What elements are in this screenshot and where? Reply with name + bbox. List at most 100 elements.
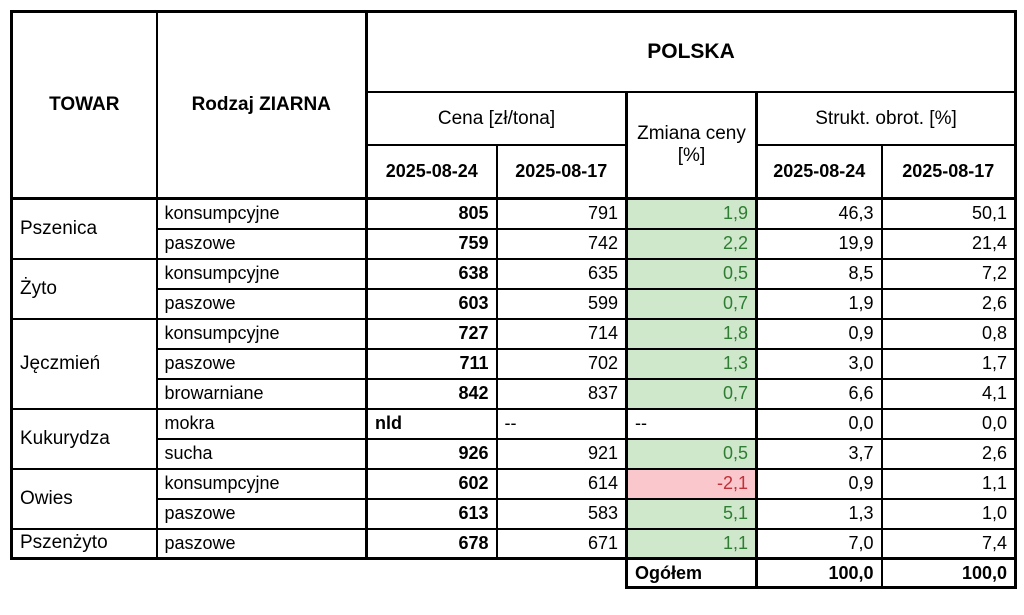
table-row: Kukurydza mokra nld -- -- 0,0 0,0 <box>10 407 1017 470</box>
table-row: Pszenżyto paszowe 678 671 1,1 7,0 7,4 <box>10 527 1017 560</box>
share-current-cell: 0,0 <box>755 407 883 440</box>
price-change-cell: 2,2 <box>625 227 758 260</box>
price-previous-cell: 635 <box>495 257 628 290</box>
price-change-cell: 0,5 <box>625 257 758 290</box>
price-previous-cell: 599 <box>495 287 628 320</box>
table-row: paszowe 603 599 0,7 1,9 2,6 <box>12 287 1017 320</box>
table-row: sucha 926 921 0,5 3,7 2,6 <box>12 437 1017 470</box>
price-change-cell: 0,7 <box>625 287 758 320</box>
price-current-cell: 678 <box>365 527 498 560</box>
share-current-cell: 8,5 <box>755 257 883 290</box>
column-header-rodzaj-ziarna: Rodzaj ZIARNA <box>155 10 368 200</box>
share-current-cell: 1,9 <box>755 287 883 320</box>
table-row: paszowe 613 583 5,1 1,3 1,0 <box>12 497 1017 530</box>
table-row: paszowe 711 702 1,3 3,0 1,7 <box>12 347 1017 380</box>
table-row: browarniane 842 837 0,7 6,6 4,1 <box>12 377 1017 410</box>
rodzaj-cell: paszowe <box>155 287 368 320</box>
share-current-cell: 3,0 <box>755 347 883 380</box>
total-label: Ogółem <box>625 557 758 589</box>
rodzaj-cell: mokra <box>155 407 368 440</box>
column-header-zmiana-ceny: Zmiana ceny [%] <box>625 91 758 200</box>
share-current-cell: 3,7 <box>755 437 883 470</box>
towar-cell: Pszenica <box>10 197 158 260</box>
share-previous-cell: 1,7 <box>880 347 1017 380</box>
grain-price-table: TOWAR Rodzaj ZIARNA POLSKA Cena [zł/tona… <box>10 10 1017 589</box>
price-previous-cell: 714 <box>495 317 628 350</box>
rodzaj-cell: konsumpcyjne <box>155 467 368 500</box>
price-change-cell: 1,9 <box>625 197 758 230</box>
price-previous-cell: 614 <box>495 467 628 500</box>
table-row: Żyto konsumpcyjne 638 635 0,5 8,5 7,2 <box>10 257 1017 320</box>
share-current-cell: 1,3 <box>755 497 883 530</box>
share-previous-cell: 2,6 <box>880 437 1017 470</box>
rodzaj-cell: konsumpcyjne <box>155 197 368 230</box>
header-row-region: TOWAR Rodzaj ZIARNA POLSKA <box>10 10 1017 200</box>
rodzaj-cell: paszowe <box>155 227 368 260</box>
price-current-cell: 842 <box>365 377 498 410</box>
price-current-cell: 711 <box>365 347 498 380</box>
region-header: POLSKA <box>365 10 1017 93</box>
share-previous-cell: 7,4 <box>880 527 1017 560</box>
price-current-cell: 805 <box>365 197 498 230</box>
rodzaj-cell: konsumpcyjne <box>155 317 368 350</box>
price-current-cell: 926 <box>365 437 498 470</box>
price-previous-cell: 921 <box>495 437 628 470</box>
table-row: Jęczmień konsumpcyjne 727 714 1,8 0,9 0,8 <box>10 317 1017 410</box>
price-change-cell: 1,3 <box>625 347 758 380</box>
price-previous-cell: 702 <box>495 347 628 380</box>
share-current-cell: 7,0 <box>755 527 883 560</box>
table-row: paszowe 759 742 2,2 19,9 21,4 <box>12 227 1017 260</box>
price-current-cell: nld <box>365 407 498 440</box>
price-current-cell: 638 <box>365 257 498 290</box>
towar-cell: Żyto <box>10 257 158 320</box>
share-current-cell: 6,6 <box>755 377 883 410</box>
column-header-cena-date-current: 2025-08-24 <box>365 144 498 200</box>
price-current-cell: 602 <box>365 467 498 500</box>
share-previous-cell: 21,4 <box>880 227 1017 260</box>
towar-cell: Pszenżyto <box>10 527 158 560</box>
column-header-strukt-date-current: 2025-08-24 <box>755 144 883 200</box>
table-row: Owies konsumpcyjne 602 614 -2,1 0,9 1,1 <box>10 467 1017 530</box>
rodzaj-cell: browarniane <box>155 377 368 410</box>
share-current-cell: 0,9 <box>755 467 883 500</box>
column-group-cena: Cena [zł/tona] <box>365 91 628 146</box>
share-current-cell: 46,3 <box>755 197 883 230</box>
price-current-cell: 613 <box>365 497 498 530</box>
price-previous-cell: 791 <box>495 197 628 230</box>
rodzaj-cell: konsumpcyjne <box>155 257 368 290</box>
price-change-cell: 5,1 <box>625 497 758 530</box>
share-current-cell: 0,9 <box>755 317 883 350</box>
price-previous-cell: 837 <box>495 377 628 410</box>
price-change-cell: 0,7 <box>625 377 758 410</box>
share-previous-cell: 1,1 <box>880 467 1017 500</box>
share-previous-cell: 4,1 <box>880 377 1017 410</box>
price-change-cell: 1,1 <box>625 527 758 560</box>
total-share-previous: 100,0 <box>880 557 1017 589</box>
share-previous-cell: 1,0 <box>880 497 1017 530</box>
towar-cell: Jęczmień <box>10 317 158 410</box>
price-current-cell: 603 <box>365 287 498 320</box>
share-previous-cell: 50,1 <box>880 197 1017 230</box>
rodzaj-cell: sucha <box>155 437 368 470</box>
share-previous-cell: 2,6 <box>880 287 1017 320</box>
price-current-cell: 759 <box>365 227 498 260</box>
towar-cell: Owies <box>10 467 158 530</box>
column-header-towar: TOWAR <box>10 10 158 200</box>
column-header-strukt-date-previous: 2025-08-17 <box>880 144 1017 200</box>
rodzaj-cell: paszowe <box>155 527 368 560</box>
footer-spacer <box>11 558 627 588</box>
header-row-groups: Cena [zł/tona] Zmiana ceny [%] Strukt. o… <box>12 91 1017 200</box>
price-change-cell: 0,5 <box>625 437 758 470</box>
share-previous-cell: 7,2 <box>880 257 1017 290</box>
price-change-cell: -2,1 <box>625 467 758 500</box>
towar-cell: Kukurydza <box>10 407 158 470</box>
share-previous-cell: 0,8 <box>880 317 1017 350</box>
price-previous-cell: -- <box>495 407 628 440</box>
total-row: Ogółem 100,0 100,0 <box>11 557 1017 589</box>
price-current-cell: 727 <box>365 317 498 350</box>
price-previous-cell: 583 <box>495 497 628 530</box>
rodzaj-cell: paszowe <box>155 497 368 530</box>
column-header-cena-date-previous: 2025-08-17 <box>495 144 628 200</box>
price-change-cell: 1,8 <box>625 317 758 350</box>
